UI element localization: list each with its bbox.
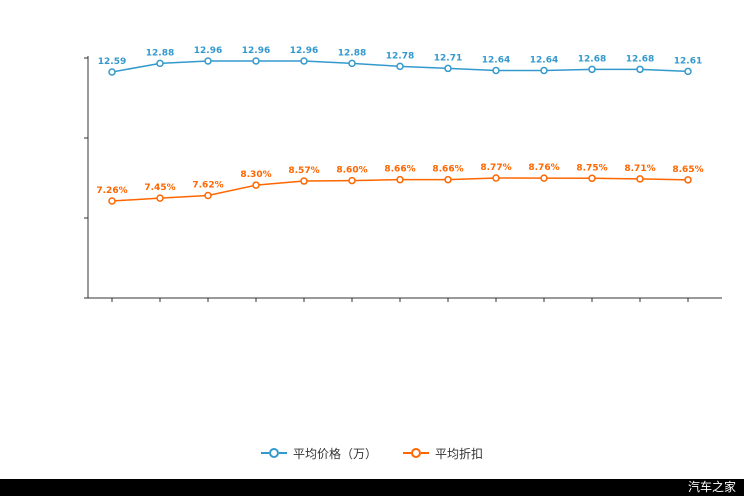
legend-marker-ring [411, 448, 421, 458]
data-point-label: 8.65% [672, 165, 703, 175]
data-point-marker [684, 176, 692, 184]
data-point-label: 12.59 [98, 57, 126, 67]
data-point-marker [300, 177, 308, 185]
data-point-marker [156, 194, 164, 202]
line-chart: 12.59 12.88 12.96 12.96 12.96 12.88 12.78 12.71… [84, 46, 722, 302]
data-point-label: 7.62% [192, 181, 223, 191]
watermark-text: 汽车之家 [687, 480, 736, 494]
data-point-marker [156, 59, 164, 68]
data-point-label: 8.66% [384, 165, 415, 175]
data-point-label: 12.68 [626, 54, 654, 64]
data-point-label: 12.64 [482, 56, 510, 66]
data-point-label: 12.71 [434, 53, 462, 63]
legend-marker-line [403, 452, 411, 454]
data-point-label: 8.75% [576, 163, 607, 173]
data-point-label: 7.26% [96, 186, 127, 196]
data-point-label: 8.71% [624, 164, 655, 174]
data-point-marker [252, 57, 260, 65]
data-point-label: 8.57% [288, 166, 319, 176]
data-point-label: 12.78 [386, 51, 414, 61]
legend-label: 平均折扣 [435, 446, 484, 461]
data-point-marker [636, 175, 644, 183]
data-point-marker [444, 64, 452, 73]
data-point-marker [204, 57, 212, 65]
legend-label: 平均价格（万） [292, 446, 377, 461]
data-point-label: 12.96 [290, 46, 318, 56]
data-point-label: 12.88 [338, 48, 366, 58]
data-point-label: 12.68 [578, 54, 606, 64]
legend-item-0[interactable]: 平均价格（万） [260, 445, 377, 462]
data-point-marker [684, 67, 692, 76]
data-point-label: 8.60% [336, 166, 367, 176]
data-point-label: 8.77% [480, 163, 511, 173]
data-point-marker [588, 174, 596, 183]
data-point-marker [252, 181, 260, 189]
data-point-label: 7.45% [144, 183, 175, 193]
data-point-label: 12.61 [674, 56, 702, 66]
data-point-label: 8.76% [528, 163, 559, 173]
data-point-marker [348, 59, 356, 68]
data-point-label: 12.96 [194, 46, 222, 56]
data-point-marker [108, 197, 116, 205]
legend-marker-ring [268, 448, 279, 458]
chart-legend: 平均价格（万） 平均折扣 [0, 440, 744, 466]
data-point-label: 12.88 [146, 48, 174, 58]
legend-item-1[interactable]: 平均折扣 [403, 445, 483, 462]
data-point-marker [492, 174, 500, 182]
data-point-label: 8.66% [432, 165, 463, 175]
data-point-marker [444, 175, 452, 184]
legend-marker-line [421, 452, 429, 454]
data-point-marker [636, 65, 644, 74]
chart-axes [84, 56, 722, 302]
data-point-marker [300, 57, 308, 65]
data-point-marker [396, 62, 404, 71]
data-point-marker [396, 175, 404, 184]
data-point-marker [540, 66, 548, 75]
data-point-marker [492, 66, 500, 75]
watermark-bar: 汽车之家 [0, 479, 744, 496]
data-point-marker [108, 68, 116, 76]
data-point-marker [204, 191, 212, 200]
data-point-marker [540, 174, 548, 182]
data-point-label: 12.96 [242, 46, 270, 56]
legend-marker-line [260, 452, 269, 454]
data-point-marker [348, 176, 356, 185]
data-point-label: 8.30% [240, 170, 271, 180]
chart-canvas: 12.59 12.88 12.96 12.96 12.96 12.88 12.78 12.71… [84, 46, 722, 302]
data-point-label: 12.64 [530, 56, 558, 66]
data-point-marker [588, 65, 596, 74]
legend-marker-line [278, 452, 287, 454]
